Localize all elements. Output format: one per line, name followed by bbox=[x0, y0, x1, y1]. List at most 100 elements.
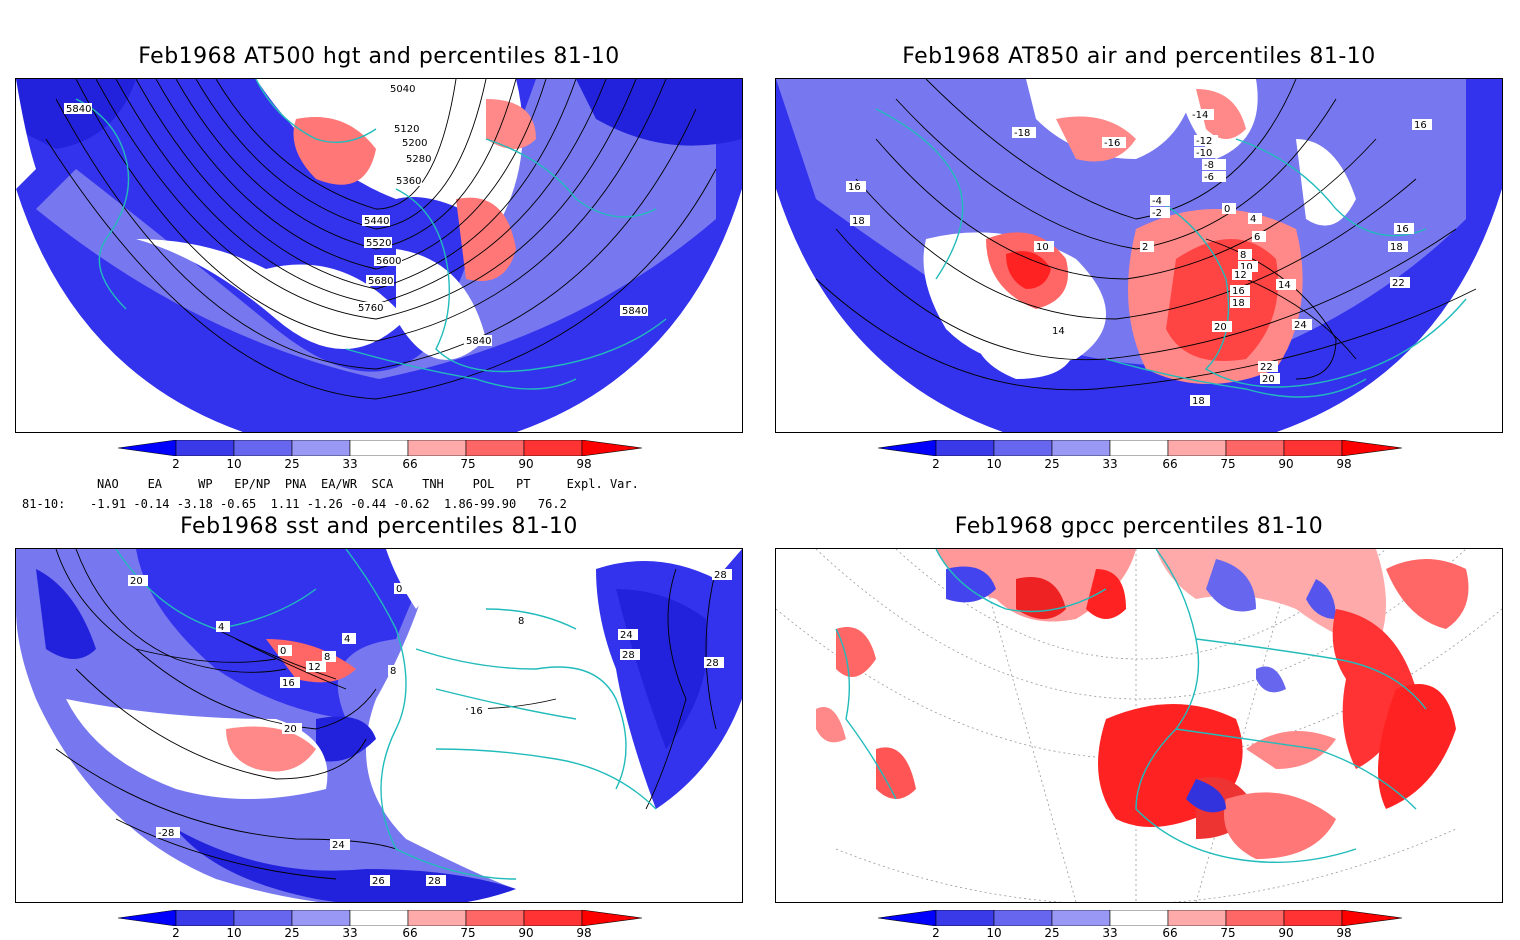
colorbar-swatch bbox=[1283, 439, 1343, 457]
contour-label: 24 bbox=[620, 630, 633, 641]
colorbar-label: 33 bbox=[1102, 926, 1118, 940]
colorbar-swatch bbox=[407, 909, 467, 927]
colorbar-2-labels: 2 10 25 33 66 75 90 98 bbox=[878, 457, 1402, 471]
colorbar-swatch bbox=[1225, 439, 1285, 457]
colorbar-swatch bbox=[1167, 909, 1227, 927]
colorbar-label: 33 bbox=[342, 926, 358, 940]
panel-3-title: Feb1968 sst and percentiles 81-10 bbox=[180, 514, 578, 539]
colorbar-swatch bbox=[1341, 909, 1403, 927]
colorbar-label: 10 bbox=[986, 457, 1002, 471]
contour-label: 28 bbox=[428, 876, 441, 887]
contour-label: 5040 bbox=[390, 84, 415, 95]
contour-label: 16 bbox=[470, 706, 483, 717]
colorbar-swatch bbox=[349, 909, 409, 927]
contour-label: 5200 bbox=[402, 138, 427, 149]
contour-label: 0 bbox=[1224, 204, 1230, 215]
colorbar-label: 98 bbox=[576, 457, 592, 471]
colorbar-swatch bbox=[233, 439, 293, 457]
contour-label: 14 bbox=[1278, 280, 1291, 291]
colorbar-label: 90 bbox=[518, 926, 534, 940]
contour-label: 20 bbox=[284, 724, 297, 735]
contour-label: 28 bbox=[706, 658, 719, 669]
colorbar-swatch bbox=[233, 909, 293, 927]
colorbar-swatch bbox=[175, 439, 235, 457]
colorbar-swatch bbox=[1341, 439, 1403, 457]
contour-label: 14 bbox=[1052, 326, 1065, 337]
colorbar-label: 66 bbox=[1162, 457, 1178, 471]
colorbar-swatch bbox=[291, 439, 351, 457]
contour-label: 5600 bbox=[376, 256, 401, 267]
contour-label: 18 bbox=[1390, 242, 1403, 253]
colorbar-label: 98 bbox=[1336, 926, 1352, 940]
contour-label: 12 bbox=[308, 662, 321, 673]
colorbar-label: 98 bbox=[576, 926, 592, 940]
contour-label: 5520 bbox=[366, 238, 391, 249]
map-panel-1: 5040 5120 5200 5280 5360 5440 5520 5600 … bbox=[15, 78, 743, 433]
colorbar-swatch bbox=[1051, 909, 1111, 927]
colorbar-label: 25 bbox=[284, 457, 300, 471]
contour-label: 20 bbox=[1262, 374, 1275, 385]
precip-anomalies bbox=[816, 549, 1469, 859]
contour-label: 22 bbox=[1260, 362, 1273, 373]
contour-label: 5760 bbox=[358, 303, 383, 314]
contour-label: 8 bbox=[518, 616, 524, 627]
map-panel-3: 0 4 8 8 12 16 16 20 20 24 24 26 28 28 28… bbox=[15, 548, 743, 903]
contour-label: 12 bbox=[1234, 270, 1247, 281]
contour-label: 16 bbox=[1396, 224, 1409, 235]
colorbar-3 bbox=[117, 909, 643, 927]
panel-4-title: Feb1968 gpcc percentiles 81-10 bbox=[954, 514, 1324, 539]
map-2-contour-labels: -14 -12 -10 -8 -6 -4 -2 0 2 4 6 8 10 10 … bbox=[846, 109, 1432, 407]
colorbar-label: 10 bbox=[986, 926, 1002, 940]
colorbar-swatch bbox=[935, 439, 995, 457]
colorbar-label: 75 bbox=[1220, 457, 1236, 471]
contour-label: -18 bbox=[1014, 128, 1030, 139]
colorbar-label: 75 bbox=[460, 457, 476, 471]
colorbar-4 bbox=[877, 909, 1403, 927]
colorbar-swatch bbox=[465, 439, 525, 457]
contour-label: 18 bbox=[1192, 396, 1205, 407]
contour-label: 10 bbox=[1036, 242, 1049, 253]
map-4-canvas bbox=[776, 549, 1502, 902]
colorbar-4-labels: 2 10 25 33 66 75 90 98 bbox=[878, 926, 1402, 940]
contour-label: 24 bbox=[1294, 320, 1307, 331]
colorbar-label: 10 bbox=[226, 457, 242, 471]
colorbar-label: 75 bbox=[460, 926, 476, 940]
contour-label: 8 bbox=[324, 652, 330, 663]
teleconnection-header: NAO EA WP EP/NP PNA EA/WR SCA TNH POL PT… bbox=[97, 477, 639, 491]
colorbar-swatch bbox=[581, 909, 643, 927]
contour-label: 10 bbox=[1240, 262, 1253, 273]
contour-label: 24 bbox=[332, 840, 345, 851]
colorbar-label: 25 bbox=[1044, 457, 1060, 471]
colorbar-swatch bbox=[581, 439, 643, 457]
teleconnection-row-values: -1.91 -0.14 -3.18 -0.65 1.11 -1.26 -0.44… bbox=[90, 497, 567, 511]
colorbar-swatch bbox=[993, 909, 1053, 927]
colorbar-swatch bbox=[1051, 439, 1111, 457]
map-3-contour-labels: 0 4 8 8 12 16 16 20 20 24 24 26 28 28 28… bbox=[128, 569, 732, 887]
colorbar-swatch bbox=[1283, 909, 1343, 927]
contour-label: 0 bbox=[280, 646, 286, 657]
colorbar-label: 66 bbox=[1162, 926, 1178, 940]
colorbar-swatch bbox=[935, 909, 995, 927]
colorbar-label: 33 bbox=[1102, 457, 1118, 471]
colorbar-swatch bbox=[1109, 439, 1169, 457]
contour-label: -6 bbox=[1204, 172, 1214, 183]
contour-label: 22 bbox=[1392, 278, 1405, 289]
teleconnection-row-label: 81-10: bbox=[22, 497, 66, 511]
colorbar-swatch bbox=[407, 439, 467, 457]
colorbar-label: 98 bbox=[1336, 457, 1352, 471]
colorbar-label: 25 bbox=[284, 926, 300, 940]
contour-label: 20 bbox=[130, 576, 143, 587]
panel-2-title: Feb1968 AT850 air and percentiles 81-10 bbox=[902, 44, 1376, 69]
contour-label: 4 bbox=[218, 622, 224, 633]
colorbar-swatch bbox=[291, 909, 351, 927]
contour-label: 16 bbox=[848, 182, 861, 193]
colorbar-3-labels: 2 10 25 33 66 75 90 98 bbox=[118, 926, 642, 940]
colorbar-swatch bbox=[349, 439, 409, 457]
colorbar-swatch bbox=[877, 439, 937, 457]
contour-label: 6 bbox=[1254, 232, 1260, 243]
colorbar-swatch bbox=[465, 909, 525, 927]
contour-label: 16 bbox=[1232, 286, 1245, 297]
colorbar-swatch bbox=[117, 439, 177, 457]
colorbar-label: 2 bbox=[932, 926, 940, 940]
contour-label: 5440 bbox=[364, 216, 389, 227]
